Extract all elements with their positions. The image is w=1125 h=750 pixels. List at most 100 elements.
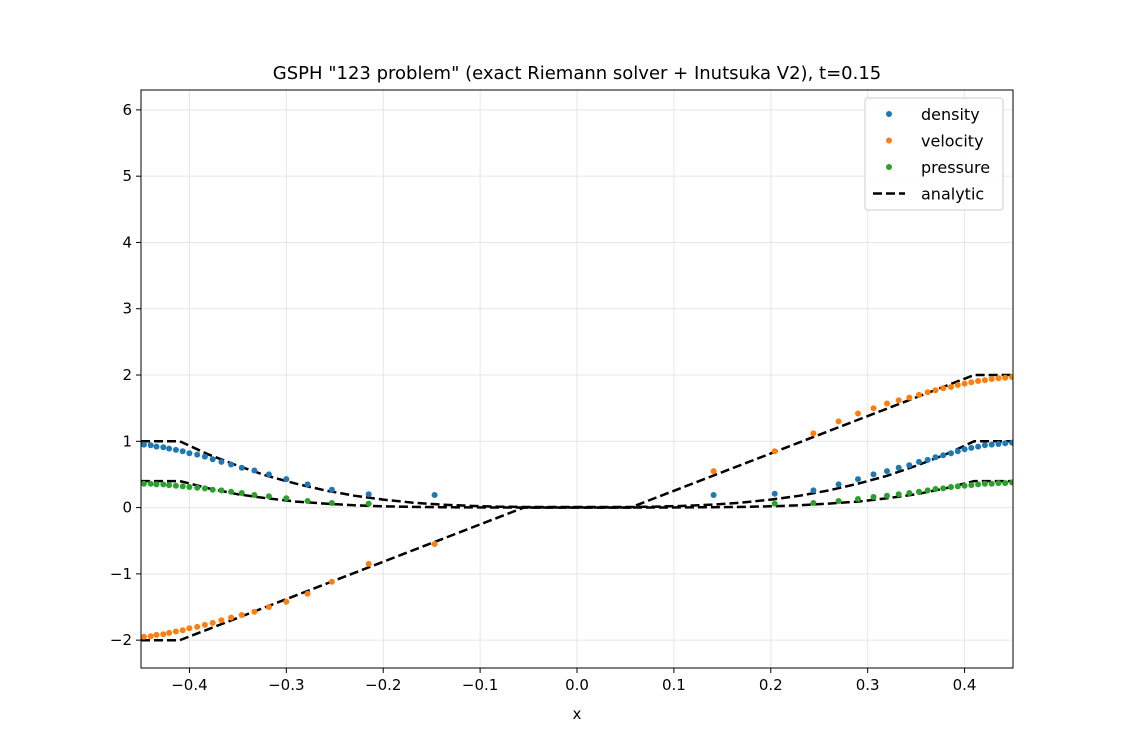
density-point xyxy=(895,464,902,471)
pressure-point xyxy=(995,480,1002,487)
analytic-line-1 xyxy=(141,373,1013,642)
density-point xyxy=(153,443,160,450)
y-tick-label: 4 xyxy=(122,233,132,251)
pressure-point xyxy=(186,484,193,490)
velocity-point xyxy=(961,380,968,387)
pressure-point xyxy=(810,500,817,506)
velocity-point xyxy=(916,391,922,398)
density-point xyxy=(906,462,913,469)
x-tick-label: −0.3 xyxy=(268,676,304,694)
pressure-point xyxy=(870,494,877,500)
velocity-point xyxy=(283,598,290,605)
x-tick-label: −0.2 xyxy=(365,676,401,694)
density-point xyxy=(228,461,235,468)
pressure-point xyxy=(251,492,258,498)
density-point xyxy=(855,476,861,483)
pressure-point xyxy=(365,500,372,507)
velocity-point xyxy=(924,389,931,396)
velocity-point xyxy=(186,625,193,632)
velocity-point xyxy=(265,604,272,610)
pressure-point xyxy=(924,487,931,494)
x-axis-label: x xyxy=(573,705,582,723)
velocity-point xyxy=(201,621,208,628)
velocity-point xyxy=(218,617,225,624)
velocity-point xyxy=(988,376,995,382)
pressure-point xyxy=(961,482,968,489)
pressure-point xyxy=(916,488,922,495)
density-point xyxy=(932,454,939,461)
pressure-point xyxy=(932,486,939,492)
legend-label-pressure: pressure xyxy=(921,158,990,177)
pressure-point xyxy=(141,480,147,487)
legend-marker-pressure xyxy=(886,164,892,170)
velocity-point xyxy=(228,614,235,621)
density-point xyxy=(961,446,968,453)
velocity-point xyxy=(1002,374,1009,381)
density-point xyxy=(365,491,372,498)
velocity-point xyxy=(710,468,717,475)
y-tick-label: −2 xyxy=(110,631,132,649)
y-tick-label: 6 xyxy=(122,101,132,119)
velocity-point xyxy=(365,560,372,567)
density-point xyxy=(201,453,208,460)
velocity-point xyxy=(948,384,954,390)
velocity-point xyxy=(968,379,975,386)
pressure-point xyxy=(855,496,861,502)
pressure-point xyxy=(194,484,201,491)
x-tick-label: 0.1 xyxy=(662,676,686,694)
legend-label-density: density xyxy=(921,105,980,124)
pressure-point xyxy=(328,500,335,506)
pressure-point xyxy=(147,480,154,487)
y-tick-label: 3 xyxy=(122,300,132,318)
legend-marker-density xyxy=(886,111,892,117)
pressure-point xyxy=(954,483,961,490)
pressure-point xyxy=(948,484,954,490)
density-point xyxy=(431,492,438,498)
density-point xyxy=(835,481,842,488)
density-point xyxy=(283,476,290,483)
velocity-point xyxy=(194,623,201,630)
density-point xyxy=(251,467,258,474)
pressure-point xyxy=(238,490,245,496)
legend-marker-velocity xyxy=(886,137,892,144)
density-point xyxy=(1009,439,1013,446)
velocity-point xyxy=(304,590,311,597)
density-point xyxy=(172,446,179,453)
density-point xyxy=(924,456,931,463)
density-point xyxy=(940,452,947,459)
velocity-point xyxy=(238,612,245,618)
density-point xyxy=(884,468,890,475)
legend-box xyxy=(864,97,1004,211)
density-point xyxy=(218,458,225,465)
y-tick-label: −1 xyxy=(110,565,132,583)
pressure-point xyxy=(1009,479,1013,486)
pressure-point xyxy=(166,482,173,489)
density-point xyxy=(304,481,311,488)
pressure-point xyxy=(153,481,160,488)
pressure-point xyxy=(940,485,947,492)
density-point xyxy=(147,442,154,449)
x-tick-label: 0.2 xyxy=(759,676,783,694)
velocity-point xyxy=(835,418,842,425)
pressure-point xyxy=(906,490,913,496)
velocity-point xyxy=(153,631,160,638)
pressure-point xyxy=(160,481,167,488)
velocity-point xyxy=(895,397,902,404)
density-point xyxy=(710,492,717,498)
velocity-point xyxy=(975,378,982,384)
pressure-point xyxy=(988,480,995,487)
pressure-point xyxy=(283,495,290,502)
velocity-point xyxy=(1009,374,1013,380)
pressure-point xyxy=(218,487,225,494)
velocity-point xyxy=(932,387,939,394)
velocity-point xyxy=(995,375,1002,382)
density-point xyxy=(916,458,922,465)
pressure-point xyxy=(835,498,842,504)
pressure-point xyxy=(968,482,975,489)
pressure-point xyxy=(172,482,179,489)
density-point xyxy=(194,451,201,458)
velocity-point xyxy=(954,382,961,388)
density-point xyxy=(179,448,186,455)
density-point xyxy=(328,486,335,493)
pressure-point xyxy=(304,498,311,504)
